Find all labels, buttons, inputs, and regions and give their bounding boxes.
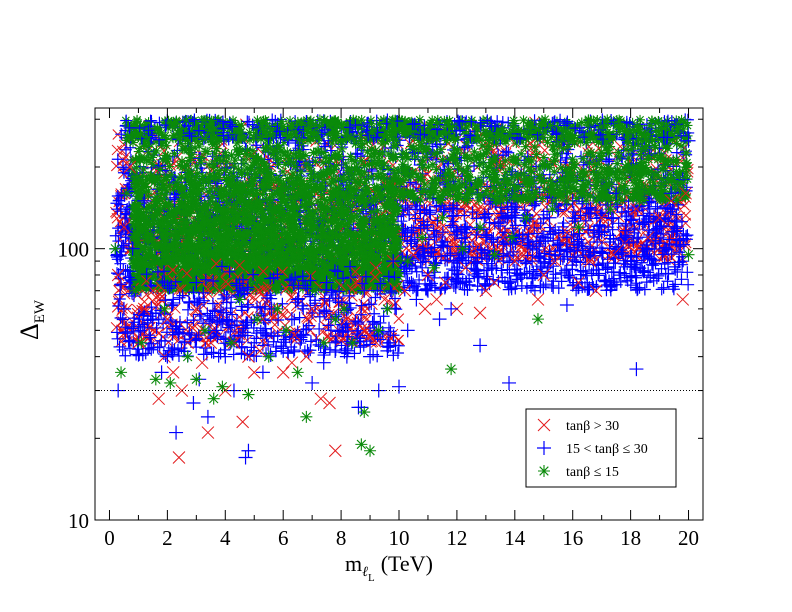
- dense-point: [640, 276, 653, 289]
- dense-point: [478, 203, 489, 215]
- dense-point: [647, 274, 660, 287]
- dense-point: [567, 205, 580, 218]
- dense-point: [111, 144, 123, 156]
- dense-point: [446, 201, 458, 213]
- dense-point: [449, 201, 460, 213]
- dense-data-cloud: [109, 113, 695, 363]
- dense-point: [539, 278, 552, 291]
- dense-point: [526, 279, 539, 292]
- dense-point: [401, 274, 414, 287]
- dense-point: [655, 283, 668, 296]
- dense-point: [459, 207, 471, 219]
- dense-point: [480, 270, 493, 283]
- dense-point: [682, 278, 695, 291]
- dense-point: [520, 257, 533, 270]
- dense-point: [306, 166, 317, 177]
- dense-point: [200, 146, 211, 157]
- dense-point: [138, 163, 149, 174]
- dense-point: [116, 161, 129, 174]
- dense-point: [148, 159, 159, 170]
- dense-point: [169, 148, 180, 159]
- dense-point: [566, 201, 577, 212]
- dense-point: [155, 164, 166, 175]
- dense-point: [346, 154, 357, 165]
- dense-point: [666, 280, 679, 293]
- dense-point: [582, 236, 594, 248]
- dense-point: [602, 206, 615, 219]
- dense-point: [531, 208, 542, 220]
- dense-point: [408, 210, 419, 222]
- dense-point: [552, 282, 565, 295]
- dense-point: [110, 160, 122, 172]
- dense-point: [540, 201, 551, 213]
- dense-point: [429, 256, 442, 269]
